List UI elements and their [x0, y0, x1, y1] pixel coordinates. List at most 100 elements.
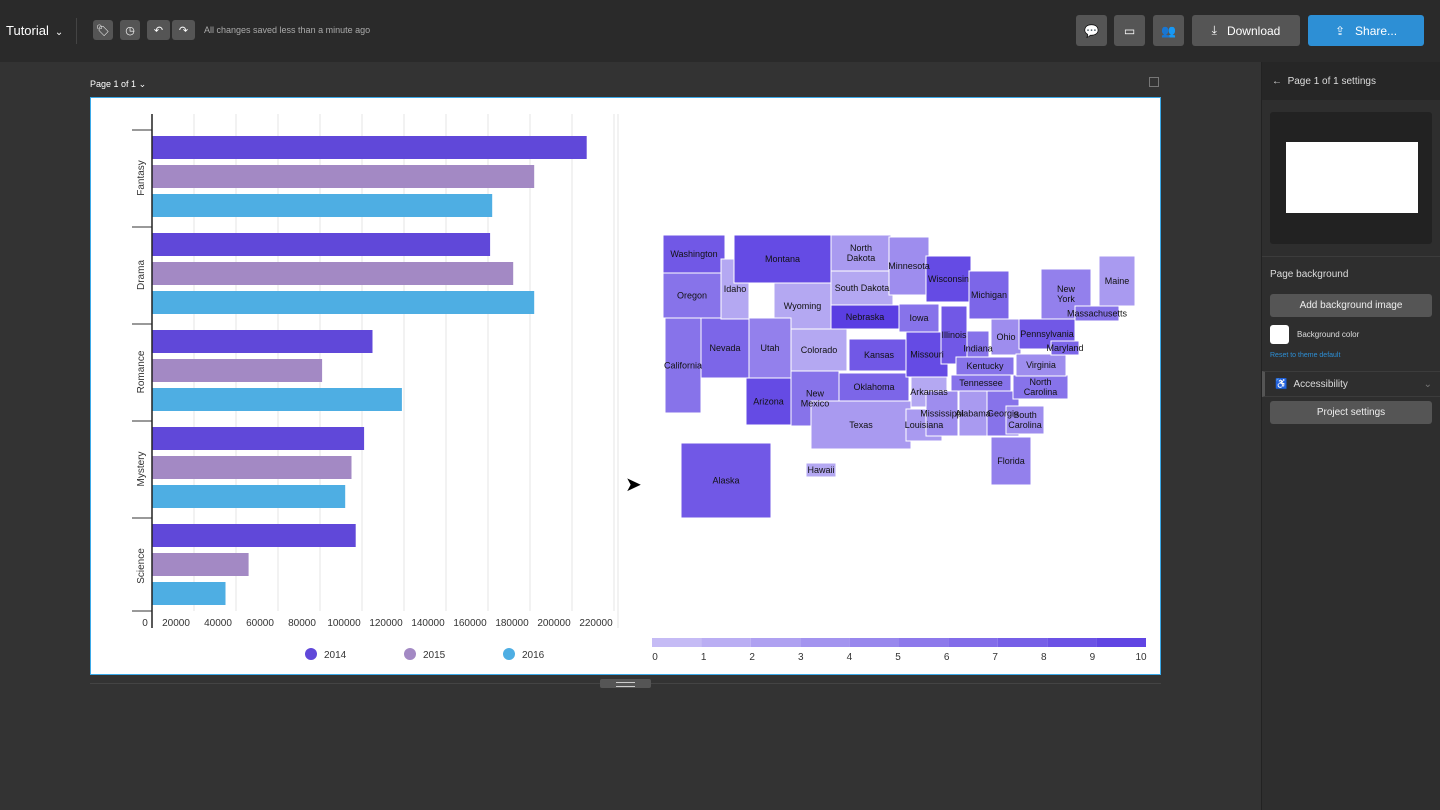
- project-title-menu[interactable]: Tutorial ⌄: [6, 23, 63, 38]
- users-icon: 👥: [1161, 23, 1176, 38]
- state-label: Alaska: [712, 476, 739, 486]
- bar-science-2014: [152, 524, 356, 547]
- bar-mystery-2014: [152, 427, 365, 450]
- bar-mystery-2015: [152, 456, 352, 479]
- bar-romance-2014: [152, 330, 373, 353]
- state-label: Maryland: [1046, 343, 1083, 353]
- page-background-section: Page background Add background image Bac…: [1262, 256, 1440, 371]
- category-label: Mystery: [136, 452, 147, 487]
- duplicate-icon[interactable]: [1149, 77, 1159, 87]
- back-arrow-icon[interactable]: ←: [1272, 76, 1282, 87]
- color-scale-segment: [849, 638, 899, 647]
- legend-label: 2016: [522, 650, 545, 661]
- report-page[interactable]: 0 20000 40000 60000 80000 100000 120000 140000 1…: [90, 97, 1161, 675]
- x-tick-label: 140000: [411, 618, 445, 629]
- state-label: Virginia: [1026, 360, 1056, 370]
- download-button[interactable]: ⤓ Download: [1192, 15, 1300, 46]
- comment-button[interactable]: 💬: [1076, 15, 1107, 46]
- state-label: North: [1029, 377, 1051, 387]
- state-label: Oklahoma: [853, 382, 894, 392]
- bar-fantasy-2016: [152, 194, 493, 217]
- state-label: Arizona: [753, 397, 784, 407]
- state-hawaii: [805, 462, 837, 478]
- state-label: Massachusetts: [1067, 309, 1128, 319]
- page-label: Page 1 of 1: [90, 79, 137, 89]
- bar-fantasy-2014: [152, 136, 587, 159]
- state-label: Wisconsin: [928, 274, 969, 284]
- accessibility-icon: ♿: [1275, 378, 1288, 390]
- background-color-swatch[interactable]: [1270, 325, 1289, 344]
- bar-romance-2016: [152, 388, 402, 411]
- state-label: Georgia: [987, 409, 1019, 419]
- bar-chart-and-map: 0 20000 40000 60000 80000 100000 120000 140000 1…: [132, 114, 1147, 663]
- add-background-image-button[interactable]: Add background image: [1270, 294, 1432, 317]
- scale-tick-label: 6: [944, 652, 950, 663]
- share-label: Share...: [1355, 23, 1398, 38]
- x-tick-label: 60000: [246, 618, 274, 629]
- state-new-york: [1040, 268, 1092, 320]
- undo-icon[interactable]: ↶: [147, 20, 170, 40]
- present-icon: ▭: [1123, 23, 1136, 38]
- users-button[interactable]: 👥: [1153, 15, 1184, 46]
- x-tick-label: 80000: [288, 618, 316, 629]
- state-nevada: [700, 317, 750, 379]
- color-scale-segment: [948, 638, 998, 647]
- panel-header: ← Page 1 of 1 settings: [1262, 62, 1440, 100]
- state-label: Colorado: [801, 345, 838, 355]
- state-label: Kansas: [864, 350, 895, 360]
- download-icon: ⤓: [1211, 23, 1217, 37]
- state-maine: [1098, 255, 1136, 307]
- legend-marker-2014: [305, 648, 317, 660]
- state-label: Iowa: [909, 313, 928, 323]
- x-tick-label: 0: [142, 618, 148, 629]
- state-label: Indiana: [963, 344, 993, 354]
- redo-icon[interactable]: ↷: [172, 20, 195, 40]
- category-label: Science: [136, 548, 147, 584]
- state-california: [664, 317, 702, 414]
- x-tick-label: 180000: [495, 618, 529, 629]
- bar-science-2015: [152, 553, 249, 576]
- state-label: Idaho: [724, 284, 747, 294]
- bar-mystery-2016: [152, 485, 346, 508]
- present-button[interactable]: ▭: [1114, 15, 1145, 46]
- page-thumbnail[interactable]: [1270, 112, 1432, 244]
- scale-tick-label: 5: [895, 652, 901, 663]
- state-label: Carolina: [1024, 387, 1058, 397]
- color-scale-segment: [1047, 638, 1097, 647]
- state-label: Montana: [765, 254, 800, 264]
- x-tick-label: 20000: [162, 618, 190, 629]
- state-maryland: [1050, 340, 1080, 356]
- legend-label: 2014: [324, 650, 347, 661]
- chevron-down-icon: ⌄: [1423, 378, 1432, 390]
- state-massachusetts: [1074, 305, 1120, 322]
- project-settings-button[interactable]: Project settings: [1270, 401, 1432, 424]
- tag-icon[interactable]: 🏷: [93, 20, 113, 40]
- share-button[interactable]: ⇪ Share...: [1308, 15, 1424, 46]
- background-color-label: Background color: [1297, 330, 1360, 339]
- category-label: Romance: [136, 350, 147, 393]
- x-tick-label: 120000: [369, 618, 403, 629]
- state-alaska: [680, 442, 772, 519]
- thumbnail-preview: [1286, 142, 1418, 213]
- color-scale-segment: [800, 638, 850, 647]
- scale-tick-label: 4: [847, 652, 853, 663]
- state-label: New: [806, 389, 825, 399]
- legend-label: 2015: [423, 650, 446, 661]
- state-illinois: [940, 305, 968, 365]
- scale-tick-label: 1: [701, 652, 707, 663]
- history-icon[interactable]: ◷: [120, 20, 140, 40]
- x-tick-label: 40000: [204, 618, 232, 629]
- bar-fantasy-2015: [152, 165, 535, 188]
- scale-tick-label: 10: [1135, 652, 1147, 663]
- state-label: Mexico: [801, 399, 830, 409]
- bar-drama-2015: [152, 262, 514, 285]
- page-selector[interactable]: Page 1 of 1 ⌄: [90, 79, 146, 90]
- state-label: Florida: [997, 456, 1025, 466]
- state-oregon: [662, 272, 722, 319]
- reset-link[interactable]: Reset to theme default: [1270, 352, 1341, 359]
- x-tick-label: 200000: [537, 618, 571, 629]
- resize-handle[interactable]: [600, 679, 651, 688]
- x-tick-label: 160000: [453, 618, 487, 629]
- bar-drama-2014: [152, 233, 491, 256]
- accessibility-section[interactable]: ♿ Accessibility ⌄: [1262, 371, 1440, 397]
